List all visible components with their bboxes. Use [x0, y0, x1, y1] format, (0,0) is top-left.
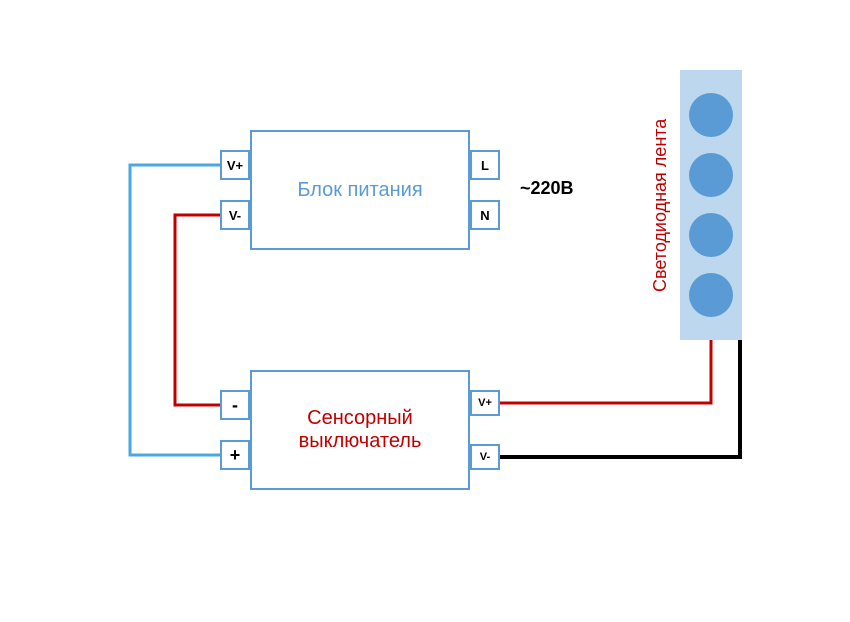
- power-supply-label: Блок питания: [297, 179, 422, 202]
- psu-terminal-n: N: [470, 200, 500, 230]
- touch-switch-label: Сенсорный выключатель: [299, 407, 422, 453]
- led-strip-label: Светодиодная лента: [650, 90, 671, 320]
- led-dot: [689, 213, 733, 257]
- led-strip: [680, 70, 742, 340]
- power-supply-block: Блок питания: [250, 130, 470, 250]
- psu-terminal-vminus: V-: [220, 200, 250, 230]
- led-dot: [689, 273, 733, 317]
- wire-vminus-to-switch-minus: [175, 215, 220, 405]
- led-dot: [689, 153, 733, 197]
- psu-terminal-l: L: [470, 150, 500, 180]
- psu-terminal-vplus: V+: [220, 150, 250, 180]
- touch-switch-block: Сенсорный выключатель: [250, 370, 470, 490]
- switch-terminal-minus: -: [220, 390, 250, 420]
- switch-terminal-vplus: V+: [470, 390, 500, 416]
- switch-terminal-plus: +: [220, 440, 250, 470]
- mains-voltage-label: ~220В: [520, 178, 574, 199]
- wire-switch-vminus-to-strip: [500, 340, 740, 457]
- wire-switch-vplus-to-strip: [500, 340, 711, 403]
- led-dot: [689, 93, 733, 137]
- switch-terminal-vminus: V-: [470, 444, 500, 470]
- wire-vplus-to-switch-plus: [130, 165, 220, 455]
